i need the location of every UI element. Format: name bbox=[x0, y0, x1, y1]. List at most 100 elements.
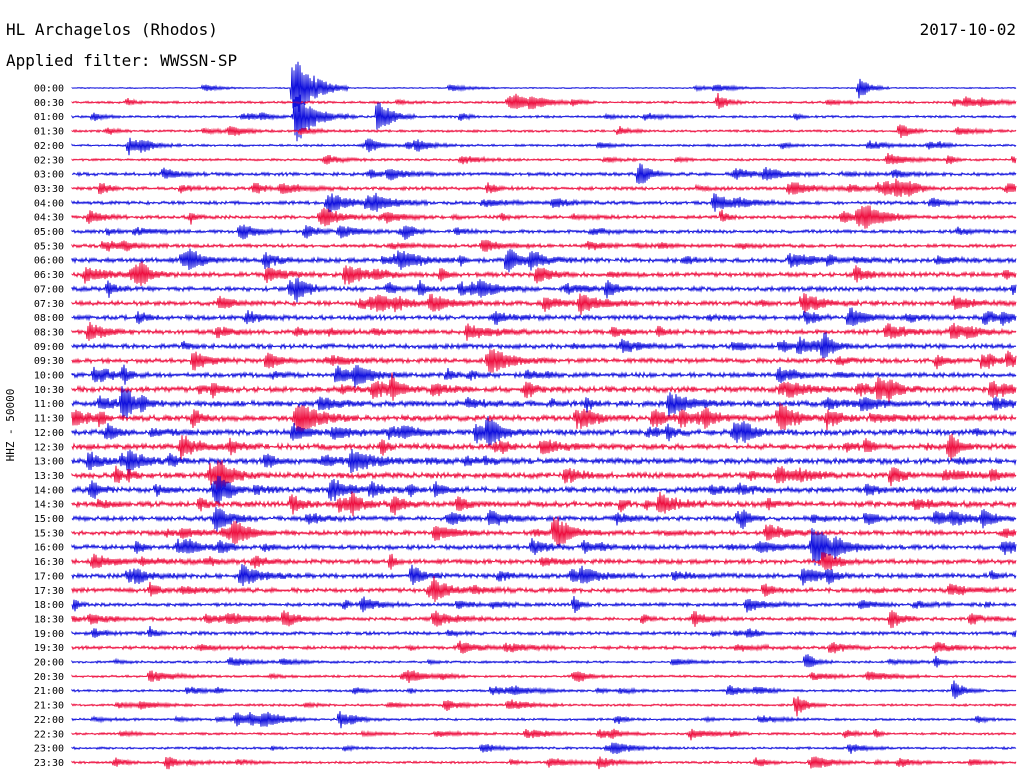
row-time-label: 00:00 bbox=[34, 84, 64, 95]
trace-row-1600 bbox=[71, 528, 1017, 566]
row-time-label: 22:30 bbox=[34, 729, 64, 740]
trace-row-0800 bbox=[71, 307, 1017, 327]
row-time-label: 15:30 bbox=[34, 528, 64, 539]
row-time-label: 03:00 bbox=[34, 170, 64, 181]
row-time-label: 20:30 bbox=[34, 672, 64, 683]
row-time-label: 13:30 bbox=[34, 471, 64, 482]
trace-row-1900 bbox=[71, 625, 1017, 638]
trace-row-0600 bbox=[71, 248, 1017, 273]
row-time-label: 09:30 bbox=[34, 356, 64, 367]
row-time-label: 22:00 bbox=[34, 715, 64, 726]
row-time-label: 14:30 bbox=[34, 500, 64, 511]
trace-row-0930 bbox=[71, 349, 1017, 373]
trace-row-1130 bbox=[71, 402, 1017, 434]
row-time-label: 12:00 bbox=[34, 428, 64, 439]
trace-row-1930 bbox=[71, 640, 1017, 654]
trace-row-1030 bbox=[71, 372, 1017, 404]
row-time-label: 05:00 bbox=[34, 227, 64, 238]
trace-row-1700 bbox=[71, 564, 1017, 587]
row-time-label: 21:30 bbox=[34, 701, 64, 712]
row-time-label: 16:00 bbox=[34, 543, 64, 554]
trace-row-2300 bbox=[71, 742, 1017, 754]
row-time-label: 07:00 bbox=[34, 284, 64, 295]
trace-row-2100 bbox=[71, 680, 1017, 699]
row-time-label: 06:30 bbox=[34, 270, 64, 281]
trace-row-0230 bbox=[71, 153, 1017, 165]
row-time-label: 04:30 bbox=[34, 213, 64, 224]
trace-row-1730 bbox=[71, 576, 1017, 603]
trace-row-1330 bbox=[71, 459, 1017, 494]
row-time-label: 23:00 bbox=[34, 744, 64, 755]
row-labels: 00:00 00:30 01:00 01:30 02:00 02:30 03:00 03:30… bbox=[34, 84, 64, 769]
row-time-label: 18:30 bbox=[34, 614, 64, 625]
row-time-label: 11:30 bbox=[34, 414, 64, 425]
trace-row-0630 bbox=[71, 261, 1017, 286]
trace-row-0430 bbox=[71, 205, 1017, 229]
trace-row-0400 bbox=[71, 192, 1017, 213]
trace-row-2030 bbox=[71, 670, 1017, 684]
row-time-label: 21:00 bbox=[34, 686, 64, 697]
trace-row-2200 bbox=[71, 711, 1017, 729]
trace-row-1530 bbox=[71, 516, 1017, 548]
row-time-label: 18:00 bbox=[34, 600, 64, 611]
row-time-label: 13:00 bbox=[34, 457, 64, 468]
trace-row-1800 bbox=[71, 596, 1017, 614]
trace-row-1400 bbox=[71, 475, 1017, 507]
row-time-label: 17:30 bbox=[34, 586, 64, 597]
trace-row-0030 bbox=[71, 92, 1017, 110]
row-time-label: 07:30 bbox=[34, 299, 64, 310]
row-time-label: 23:30 bbox=[34, 758, 64, 769]
trace-row-0530 bbox=[71, 239, 1017, 252]
trace-row-1200 bbox=[71, 416, 1017, 447]
row-time-label: 02:30 bbox=[34, 155, 64, 166]
row-time-label: 15:00 bbox=[34, 514, 64, 525]
trace-row-2330 bbox=[71, 756, 1017, 770]
trace-row-0730 bbox=[71, 293, 1017, 315]
filter-label: Applied filter: WWSSN-SP bbox=[6, 51, 238, 70]
row-time-label: 19:00 bbox=[34, 629, 64, 640]
trace-row-1630 bbox=[71, 552, 1017, 571]
trace-row-1430 bbox=[71, 491, 1017, 517]
trace-row-0900 bbox=[71, 332, 1017, 359]
row-time-label: 11:00 bbox=[34, 399, 64, 410]
row-time-label: 14:00 bbox=[34, 485, 64, 496]
trace-row-0200 bbox=[71, 137, 1017, 156]
trace-row-1300 bbox=[71, 448, 1017, 476]
date-label: 2017-10-02 bbox=[919, 20, 1016, 39]
trace-row-0500 bbox=[71, 224, 1017, 240]
trace-row-0330 bbox=[71, 178, 1017, 197]
trace-row-1000 bbox=[71, 364, 1017, 388]
row-time-label: 20:00 bbox=[34, 658, 64, 669]
row-time-label: 02:00 bbox=[34, 141, 64, 152]
row-time-label: 03:30 bbox=[34, 184, 64, 195]
trace-row-2230 bbox=[71, 728, 1017, 741]
row-time-label: 08:00 bbox=[34, 313, 64, 324]
row-time-label: 08:30 bbox=[34, 327, 64, 338]
station-title: HL Archagelos (Rhodos) bbox=[6, 20, 218, 39]
trace-row-1830 bbox=[71, 610, 1017, 629]
row-time-label: 01:00 bbox=[34, 112, 64, 123]
trace-row-0130 bbox=[71, 124, 1017, 139]
trace-row-1230 bbox=[71, 433, 1017, 462]
row-time-label: 06:00 bbox=[34, 256, 64, 267]
row-time-label: 19:30 bbox=[34, 643, 64, 654]
row-time-label: 16:30 bbox=[34, 557, 64, 568]
row-time-label: 12:30 bbox=[34, 442, 64, 453]
row-time-label: 10:00 bbox=[34, 371, 64, 382]
row-time-label: 10:30 bbox=[34, 385, 64, 396]
row-time-label: 17:00 bbox=[34, 571, 64, 582]
trace-row-0300 bbox=[71, 163, 1017, 184]
trace-row-1500 bbox=[71, 507, 1017, 532]
row-time-label: 04:00 bbox=[34, 198, 64, 209]
row-time-label: 00:30 bbox=[34, 98, 64, 109]
seismic-traces bbox=[71, 61, 1017, 770]
trace-row-2130 bbox=[71, 696, 1017, 717]
trace-row-1100 bbox=[71, 386, 1017, 420]
trace-row-0100 bbox=[71, 94, 1017, 142]
row-time-label: 09:00 bbox=[34, 342, 64, 353]
row-time-label: 05:30 bbox=[34, 241, 64, 252]
row-time-label: 01:30 bbox=[34, 127, 64, 138]
trace-row-2000 bbox=[71, 654, 1017, 668]
trace-row-0830 bbox=[71, 321, 1017, 341]
